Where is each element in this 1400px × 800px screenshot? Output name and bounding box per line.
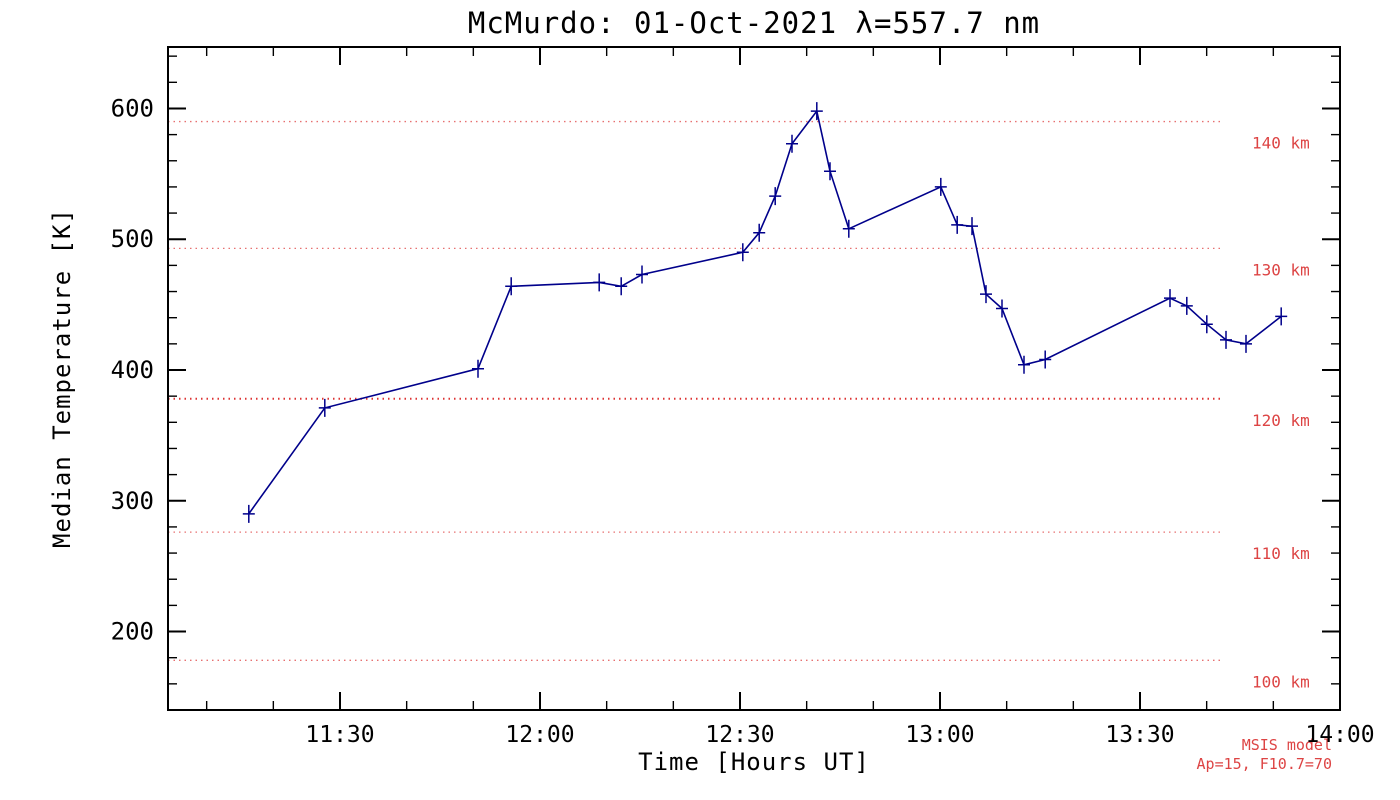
data-point-marker <box>951 215 964 234</box>
data-point-marker <box>996 299 1008 318</box>
data-point-marker <box>242 504 255 523</box>
data-point-marker <box>1018 355 1030 374</box>
msis-model-annotation: MSIS model <box>1241 736 1332 754</box>
data-point-marker <box>980 285 992 304</box>
data-point-marker <box>736 243 749 262</box>
data-point-marker <box>753 223 766 242</box>
data-point-marker <box>472 359 484 378</box>
y-tick-label: 500 <box>111 225 154 253</box>
data-point-marker <box>966 217 978 236</box>
axes-box <box>167 46 1341 711</box>
data-point-marker <box>824 162 836 181</box>
data-point-marker <box>842 219 855 238</box>
data-point-marker <box>786 134 798 153</box>
msis-line-label-110-km: 110 km <box>1252 544 1310 563</box>
data-point-marker <box>1164 289 1176 308</box>
data-line-median-temperature <box>248 109 1282 515</box>
x-tick-label: 12:00 <box>505 722 574 748</box>
data-point-marker <box>1275 307 1288 326</box>
data-point-marker <box>1240 334 1252 353</box>
y-tick-label: 400 <box>111 356 154 384</box>
data-point-marker <box>934 177 947 196</box>
data-point-marker <box>1220 330 1232 349</box>
x-tick-label: 14:00 <box>1305 722 1374 748</box>
data-point-marker <box>636 265 648 284</box>
x-tick-label: 11:30 <box>305 722 374 748</box>
msis-line-label-120-km: 120 km <box>1252 411 1310 430</box>
data-point-marker <box>810 102 823 121</box>
x-tick-label: 13:30 <box>1105 722 1174 748</box>
data-point-marker <box>505 277 518 296</box>
data-point-marker <box>593 273 606 292</box>
chart-title: McMurdo: 01-Oct-2021 λ=557.7 nm <box>467 6 1041 40</box>
data-point-marker <box>1039 350 1052 369</box>
y-tick-label: 300 <box>111 487 154 515</box>
x-tick-label: 13:00 <box>905 722 974 748</box>
data-point-marker <box>615 277 628 296</box>
data-point-marker <box>1180 296 1193 315</box>
x-tick-label: 12:30 <box>705 722 774 748</box>
msis-line-label-130-km: 130 km <box>1252 260 1310 279</box>
msis-line-label-100-km: 100 km <box>1252 672 1310 691</box>
data-point-marker <box>769 187 782 206</box>
x-axis-label: Time [Hours UT] <box>638 748 870 776</box>
data-point-marker <box>318 398 331 417</box>
y-tick-label: 200 <box>111 618 154 646</box>
y-tick-label: 600 <box>111 94 154 122</box>
msis-params-annotation: Ap=15, F10.7=70 <box>1196 755 1332 773</box>
msis-line-label-140-km: 140 km <box>1252 134 1310 153</box>
data-point-marker <box>1200 315 1213 334</box>
